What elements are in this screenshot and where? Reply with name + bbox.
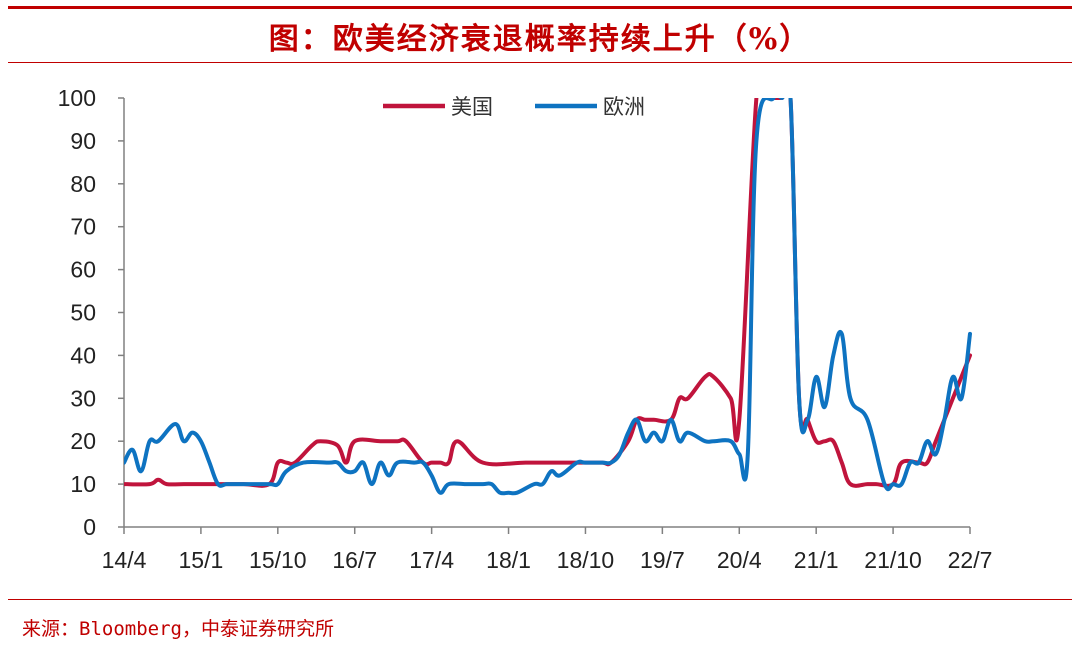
x-tick-label: 21/10 (864, 547, 922, 573)
y-tick-label: 10 (70, 471, 96, 497)
y-tick-label: 30 (70, 385, 96, 411)
source-note: 来源：Bloomberg，中泰证券研究所 (22, 618, 334, 640)
x-tick-label: 15/10 (249, 547, 307, 573)
title-rule (8, 62, 1072, 63)
y-tick-label: 40 (70, 342, 96, 368)
x-tick-label: 18/10 (557, 547, 615, 573)
x-tick-label: 16/7 (332, 547, 377, 573)
x-tick-label: 14/4 (102, 547, 147, 573)
y-tick-label: 50 (70, 300, 96, 326)
chart-title: 图：欧美经济衰退概率持续上升（%） (268, 22, 812, 57)
bottom-rule (8, 599, 1072, 600)
x-tick-label: 19/7 (640, 547, 685, 573)
chart-legend: 美国 欧洲 (383, 95, 645, 119)
us-series-line (124, 98, 972, 488)
line-chart: 0 10 20 30 40 50 60 70 80 90 100 14/4 15/1 15/10 16/7 1… (58, 85, 993, 573)
series-layer (124, 98, 972, 496)
y-tick-label: 0 (83, 514, 96, 540)
top-rule (8, 6, 1072, 9)
eu-series-line (124, 98, 972, 496)
y-tick-label: 70 (70, 214, 96, 240)
x-tick-label: 17/4 (409, 547, 454, 573)
y-tick-label: 80 (70, 171, 96, 197)
y-tick-label: 100 (58, 85, 96, 111)
x-tick-label: 20/4 (717, 547, 762, 573)
y-tick-label: 60 (70, 257, 96, 283)
x-tick-label: 18/1 (486, 547, 531, 573)
chart-axes: 0 10 20 30 40 50 60 70 80 90 100 14/4 15/1 15/10 16/7 1… (58, 85, 993, 573)
y-tick-label: 90 (70, 128, 96, 154)
y-tick-label: 20 (70, 428, 96, 454)
legend-label: 欧洲 (603, 95, 645, 119)
x-tick-label: 22/7 (948, 547, 993, 573)
x-tick-label: 21/1 (794, 547, 839, 573)
x-tick-label: 15/1 (179, 547, 224, 573)
legend-label: 美国 (451, 95, 493, 119)
